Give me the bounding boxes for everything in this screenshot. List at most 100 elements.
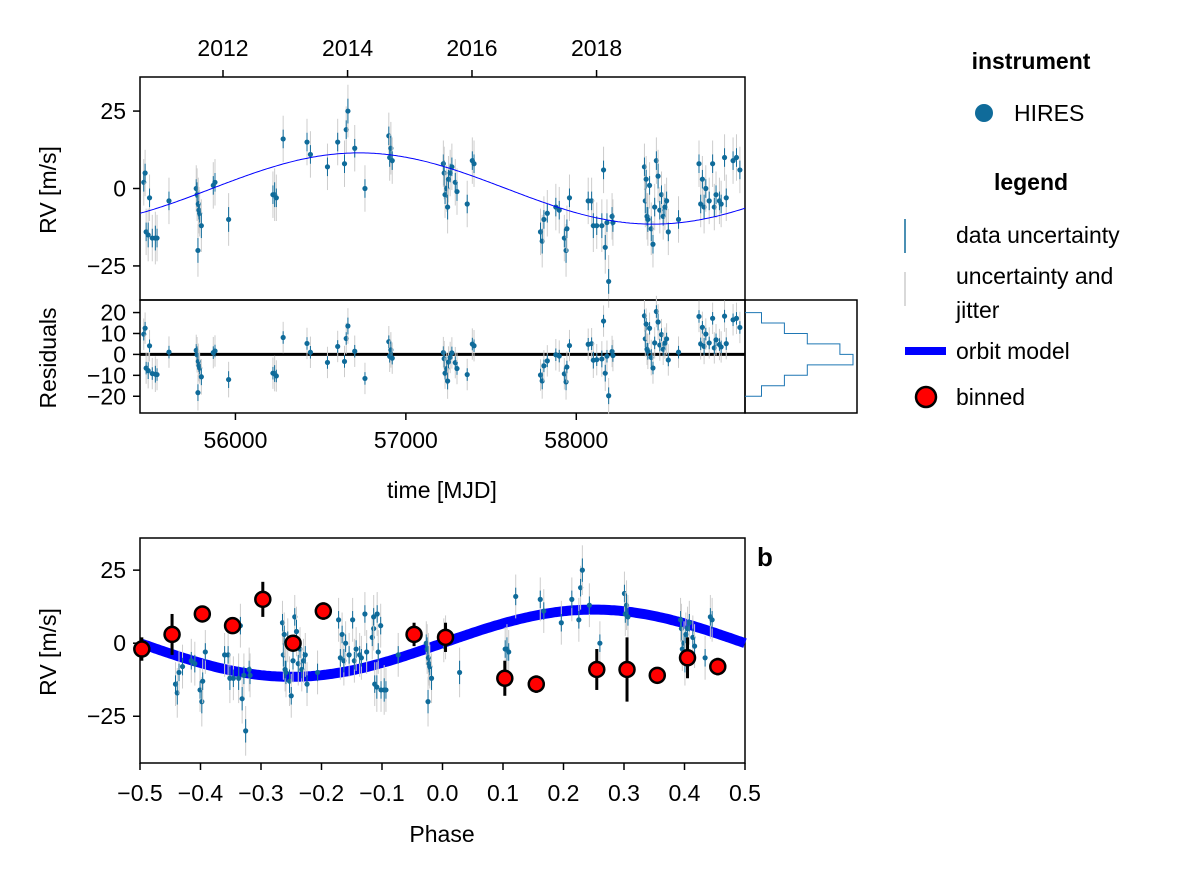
rv-y-axis: 25 0 −25 bbox=[87, 98, 140, 279]
residual-point bbox=[646, 325, 653, 331]
top-year-tick-label: 2018 bbox=[571, 35, 622, 61]
phase-point bbox=[425, 699, 431, 705]
phase-point bbox=[597, 640, 603, 646]
phase-point bbox=[337, 655, 343, 661]
rv-point bbox=[280, 136, 286, 142]
phase-point bbox=[364, 649, 370, 655]
rv-point bbox=[652, 204, 658, 210]
binned-point bbox=[527, 675, 546, 693]
residual-point bbox=[324, 359, 331, 366]
phase-point bbox=[302, 652, 308, 658]
phase-x-tick-label: −0.2 bbox=[299, 780, 344, 806]
residual-histogram-frame bbox=[744, 299, 858, 414]
phase-panel: 25 0 −25 −0.5 −0.4 −0.3 −0.2 −0.1 0.0 0.1 0.2 0.3 0… bbox=[35, 537, 773, 847]
jitter-label-line1: uncertainty and bbox=[956, 263, 1113, 289]
phase-y-tick-label: 0 bbox=[113, 630, 126, 656]
phase-point bbox=[335, 617, 342, 623]
time-x-tick-label: 57000 bbox=[374, 427, 438, 453]
rv-point bbox=[699, 176, 705, 182]
residual-point bbox=[655, 319, 661, 325]
residual-point bbox=[696, 313, 702, 320]
residual-point bbox=[441, 356, 447, 362]
rv-point bbox=[602, 244, 608, 250]
phase-point bbox=[625, 614, 631, 620]
phase-point bbox=[293, 628, 300, 635]
rv-point bbox=[655, 173, 661, 179]
binned-point bbox=[678, 649, 697, 667]
residuals-y-tick-label: 0 bbox=[113, 341, 126, 367]
rv-point bbox=[713, 192, 719, 198]
residual-point bbox=[600, 318, 607, 324]
phase-xlabel: Phase bbox=[409, 821, 474, 847]
residual-point bbox=[445, 378, 451, 384]
residual-point bbox=[212, 348, 218, 354]
time-x-axis: 56000 57000 58000 bbox=[203, 413, 608, 453]
rv-y-tick-label: 0 bbox=[113, 176, 126, 202]
binned-point bbox=[405, 625, 423, 644]
rv-point bbox=[563, 247, 569, 254]
residual-point bbox=[703, 331, 709, 337]
rv-point bbox=[324, 164, 331, 170]
rv-point bbox=[307, 151, 314, 158]
binned-point bbox=[314, 602, 333, 620]
rv-point bbox=[345, 108, 351, 114]
phase-point bbox=[541, 608, 547, 614]
residual-point bbox=[710, 315, 716, 321]
phase-point bbox=[200, 678, 206, 684]
residual-histogram bbox=[745, 312, 854, 397]
rv-y-tick-label: −25 bbox=[87, 253, 126, 279]
phase-y-axis: 25 0 −25 bbox=[87, 557, 140, 729]
binned-point bbox=[193, 605, 212, 623]
phase-x-tick-label: 0.5 bbox=[729, 780, 761, 806]
rv-point bbox=[226, 216, 232, 223]
residual-point bbox=[280, 334, 286, 341]
rv-point bbox=[142, 170, 148, 176]
binned-point bbox=[648, 666, 667, 685]
phase-point bbox=[375, 649, 381, 655]
binned-point bbox=[284, 634, 302, 652]
residual-point bbox=[706, 340, 712, 346]
phase-point bbox=[506, 649, 512, 655]
phase-point bbox=[395, 652, 401, 658]
residual-point bbox=[142, 325, 148, 331]
rv-point bbox=[464, 201, 470, 207]
phase-point bbox=[202, 649, 208, 655]
phase-point bbox=[558, 620, 564, 626]
rv-point bbox=[556, 207, 562, 213]
phase-point bbox=[236, 675, 242, 681]
phase-point bbox=[709, 617, 715, 623]
hires-marker-icon bbox=[975, 104, 993, 122]
binned-label: binned bbox=[956, 384, 1025, 410]
binned-marker-icon bbox=[914, 385, 938, 409]
residuals-y-tick-label: 20 bbox=[100, 300, 126, 326]
phase-point bbox=[378, 623, 384, 629]
residual-point bbox=[564, 364, 570, 370]
residual-data-points bbox=[141, 295, 743, 414]
phase-point bbox=[579, 567, 585, 573]
residual-point bbox=[645, 348, 651, 354]
residual-point bbox=[604, 353, 610, 359]
rv-point bbox=[718, 201, 724, 207]
residual-point bbox=[304, 340, 310, 347]
rv-point bbox=[304, 139, 310, 145]
residuals-y-tick-label: 10 bbox=[100, 320, 126, 346]
rv-point bbox=[730, 158, 736, 164]
top-year-tick-label: 2014 bbox=[322, 35, 373, 61]
rv-point bbox=[166, 198, 172, 204]
rv-point bbox=[650, 241, 656, 247]
phase-y-tick-label: −25 bbox=[87, 703, 126, 729]
rv-point bbox=[696, 161, 702, 167]
phase-point bbox=[199, 699, 205, 705]
phase-point bbox=[691, 643, 698, 649]
residual-point bbox=[606, 393, 612, 399]
rv-point bbox=[145, 232, 151, 238]
residuals-y-tick-label: −10 bbox=[87, 362, 126, 388]
rv-point bbox=[698, 201, 704, 207]
phase-point bbox=[537, 596, 543, 602]
residual-point bbox=[733, 315, 740, 321]
residual-point bbox=[650, 365, 656, 371]
residual-point bbox=[471, 343, 477, 349]
phase-point bbox=[353, 646, 359, 652]
